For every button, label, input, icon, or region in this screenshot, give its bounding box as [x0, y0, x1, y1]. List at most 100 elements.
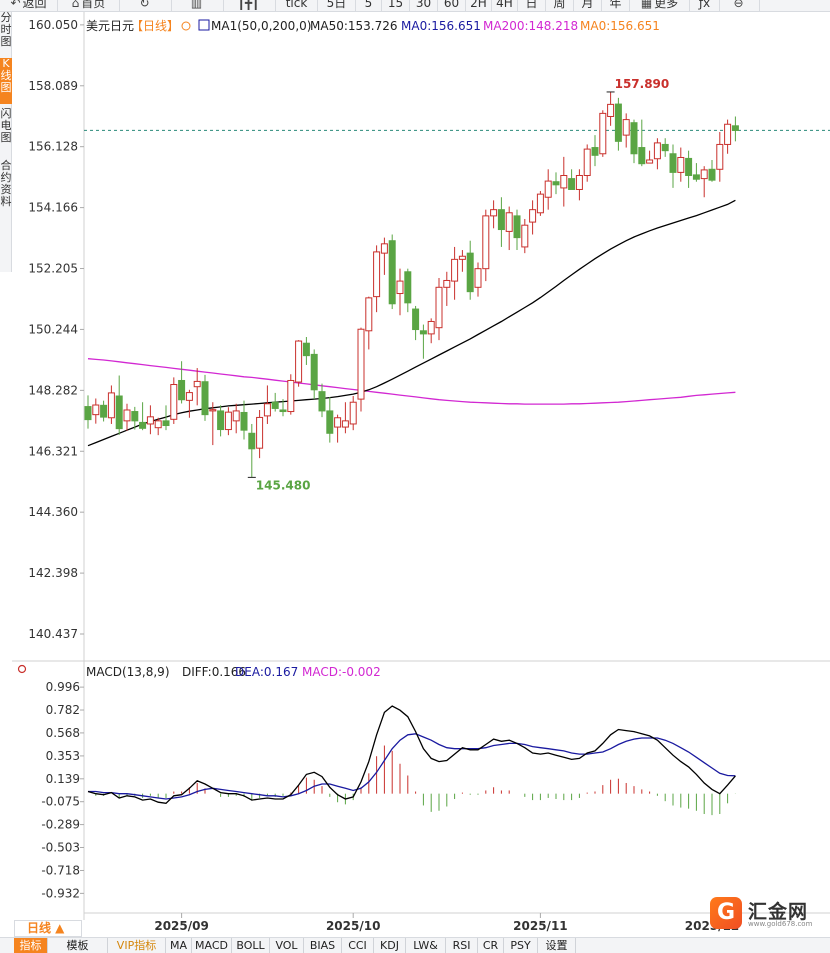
toolbar-button-60[interactable]: 60 [438, 0, 466, 11]
indicator-tab-rsi[interactable]: RSI [446, 938, 478, 953]
candle[interactable] [217, 405, 225, 437]
candle[interactable] [302, 337, 310, 365]
candle[interactable] [560, 156, 568, 207]
indicator-tab-cr[interactable]: CR [478, 938, 504, 953]
candle[interactable] [575, 169, 583, 201]
candle[interactable] [669, 144, 677, 188]
candle[interactable] [677, 147, 685, 182]
candle[interactable] [638, 119, 646, 167]
candle[interactable] [256, 409, 264, 459]
candle[interactable] [544, 169, 552, 210]
candle[interactable] [552, 172, 560, 195]
candle[interactable] [731, 116, 739, 142]
toolbar-button-首页[interactable]: ⌂ 首页 [58, 0, 120, 11]
toolbar-button-返回[interactable]: ↶ 返回 [0, 0, 58, 11]
candle[interactable] [708, 159, 716, 182]
candle[interactable] [443, 271, 451, 306]
indicator-tab-lw&[interactable]: LW& [406, 938, 446, 953]
candle[interactable] [326, 396, 334, 443]
toolbar-button-tick[interactable]: tick [276, 0, 318, 11]
candle[interactable] [357, 327, 365, 412]
indicator-tab-macd[interactable]: MACD [192, 938, 232, 953]
toolbar-button-年[interactable]: 年 [602, 0, 630, 11]
settings-dot-icon[interactable] [181, 21, 191, 31]
candle[interactable] [209, 402, 217, 446]
indicator-tab-设置[interactable]: 设置 [538, 938, 576, 953]
candle[interactable] [646, 150, 654, 164]
toolbar-button-5日[interactable]: 5日 [318, 0, 356, 11]
candle[interactable] [170, 377, 178, 424]
candle[interactable] [341, 402, 349, 434]
candle[interactable] [568, 169, 576, 190]
candle[interactable] [622, 113, 630, 148]
candle[interactable] [482, 209, 490, 282]
toolbar-button-zoom-out[interactable]: ⊖ [720, 0, 760, 11]
candle[interactable] [505, 206, 513, 251]
candle[interactable] [193, 368, 201, 406]
candle[interactable] [599, 110, 607, 157]
indicator-tab-指标[interactable]: 指标 [14, 938, 48, 953]
macd-settings-icon[interactable] [17, 664, 27, 674]
candle[interactable] [419, 324, 427, 359]
indicator-tab-psy[interactable]: PSY [504, 938, 538, 953]
candle[interactable] [154, 417, 162, 436]
candle[interactable] [92, 398, 100, 424]
toolbar-button-更多[interactable]: ▦ 更多 [630, 0, 690, 11]
candle[interactable] [427, 318, 435, 344]
side-tab-2[interactable]: 闪电图 [0, 107, 12, 144]
candle[interactable] [224, 407, 232, 436]
indicator-tab-vol[interactable]: VOL [270, 938, 304, 953]
candle[interactable] [248, 423, 256, 478]
candle[interactable] [458, 250, 466, 272]
candle[interactable] [396, 268, 404, 316]
candle[interactable] [404, 268, 412, 313]
candle[interactable] [435, 277, 443, 341]
toolbar-button-candlestick[interactable]: ┃╋┃ [224, 0, 276, 11]
candle[interactable] [162, 405, 170, 431]
candle[interactable] [388, 234, 396, 310]
candle[interactable] [724, 119, 732, 154]
candle[interactable] [349, 396, 357, 431]
candle[interactable] [279, 399, 287, 417]
candle[interactable] [107, 385, 115, 424]
toolbar-button-2h[interactable]: 2H [466, 0, 492, 11]
candle[interactable] [700, 166, 708, 198]
candle[interactable] [521, 218, 529, 254]
toolbar-button-bar-chart[interactable]: ▥ [172, 0, 224, 11]
toolbar-button-4h[interactable]: 4H [492, 0, 518, 11]
indicator-tab-vip指标[interactable]: VIP指标 [108, 938, 166, 953]
candle[interactable] [513, 209, 521, 251]
toolbar-button-ƒx[interactable]: ƒx [690, 0, 720, 11]
candle[interactable] [365, 296, 373, 350]
candle[interactable] [497, 197, 505, 247]
candle[interactable] [232, 403, 240, 434]
candle[interactable] [139, 402, 147, 431]
toolbar-button-refresh[interactable]: ↻ [120, 0, 172, 11]
candle[interactable] [529, 200, 537, 235]
candle[interactable] [661, 138, 669, 157]
candle[interactable] [178, 361, 186, 404]
candle[interactable] [451, 246, 459, 300]
indicator-tab-cci[interactable]: CCI [342, 938, 374, 953]
candle[interactable] [115, 375, 123, 435]
candle[interactable] [412, 305, 420, 341]
side-tab-1[interactable]: K线图 [0, 58, 12, 104]
indicator-tab-boll[interactable]: BOLL [232, 938, 270, 953]
candle[interactable] [84, 395, 92, 429]
candle[interactable] [310, 349, 318, 400]
candle[interactable] [185, 389, 193, 418]
candle[interactable] [263, 385, 271, 424]
candle[interactable] [685, 150, 693, 188]
indicator-tab-bias[interactable]: BIAS [304, 938, 342, 953]
indicator-tab-kdj[interactable]: KDJ [374, 938, 406, 953]
candle[interactable] [373, 245, 381, 313]
toolbar-button-月[interactable]: 月 [574, 0, 602, 11]
candle[interactable] [653, 138, 661, 170]
candle[interactable] [630, 119, 638, 164]
indicator-toggle-icon[interactable] [198, 19, 210, 31]
side-tab-3[interactable]: 合约资料 [0, 159, 12, 208]
candle[interactable] [100, 400, 108, 422]
toolbar-button-15[interactable]: 15 [382, 0, 410, 11]
candle[interactable] [380, 237, 388, 275]
